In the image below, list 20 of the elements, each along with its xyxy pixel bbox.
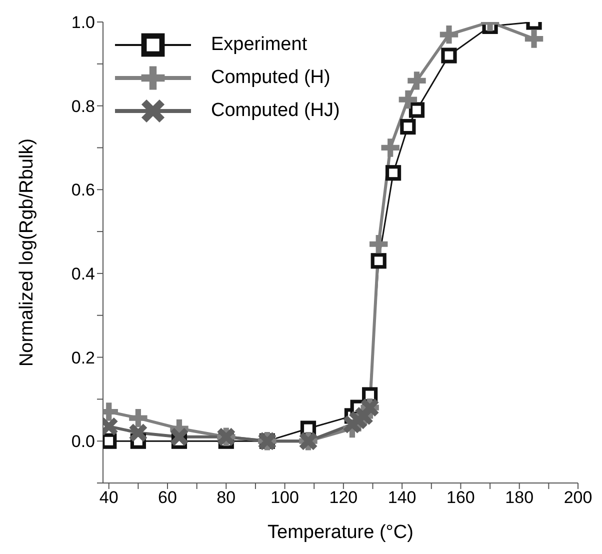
y-tick-label: 0.2	[71, 348, 95, 368]
y-tick-label: 1.0	[71, 13, 95, 32]
x-tick-label: 100	[270, 488, 299, 508]
y-tick-label: 0.4	[71, 264, 95, 284]
legend-label: Computed (HJ)	[211, 100, 340, 122]
x-tick-label: 40	[99, 488, 118, 508]
y-tick-label: 0.0	[71, 432, 95, 452]
x-tick-label: 160	[446, 488, 475, 508]
y-tick-label: 0.6	[71, 180, 95, 200]
legend-label: Computed (H)	[211, 66, 330, 88]
x-axis-title: Temperature (°C)	[268, 522, 414, 543]
x-tick-label: 200	[564, 488, 592, 508]
x-tick-label: 140	[388, 488, 416, 508]
x-tick-label: 80	[216, 488, 236, 508]
y-axis-title: Normalized log(Rgb/Rbulk)	[16, 138, 38, 367]
x-tick-label: 120	[329, 488, 358, 508]
legend-label: Experiment	[211, 34, 308, 56]
y-tick-label: 0.8	[71, 96, 95, 116]
x-tick-label: 180	[505, 488, 534, 508]
x-tick-label: 60	[158, 488, 177, 508]
